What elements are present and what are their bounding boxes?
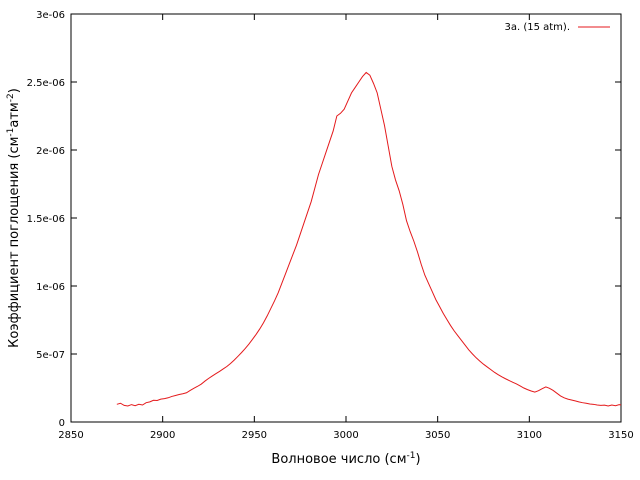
- x-axis-title: Волновое число (см-1): [271, 451, 420, 467]
- x-tick-label: 2900: [150, 430, 175, 441]
- x-tick-label: 2850: [58, 430, 83, 441]
- x-tick-labels: 2850 2900 2950 3000 3050 3100 3150: [58, 430, 633, 441]
- y-tick-label: 1e-06: [36, 282, 65, 293]
- y-tick-labels: 0 5e-07 1e-06 1.5e-06 2e-06 2.5e-06 3e-06: [27, 10, 65, 429]
- legend-label: 3a. (15 atm).: [504, 22, 570, 33]
- y-tick-label: 0: [59, 418, 65, 429]
- y-tick-label: 5e-07: [36, 350, 65, 361]
- y-tick-label: 3e-06: [36, 10, 65, 21]
- y-tick-label: 1.5e-06: [27, 214, 65, 225]
- legend: 3a. (15 atm).: [504, 22, 610, 33]
- y-tick-label: 2.5e-06: [27, 78, 65, 89]
- series-line: [116, 71, 622, 407]
- y-tick-label: 2e-06: [36, 146, 65, 157]
- x-tick-label: 3100: [517, 430, 542, 441]
- y-axis-title: Коэффициент поглощения (см-1атм-2): [6, 88, 22, 348]
- x-tick-label: 3000: [333, 430, 358, 441]
- x-tick-label: 3150: [608, 430, 633, 441]
- x-tick-label: 2950: [242, 430, 267, 441]
- axis-ticks: [70, 13, 622, 423]
- x-tick-label: 3050: [425, 430, 450, 441]
- plot-frame: [70, 13, 622, 423]
